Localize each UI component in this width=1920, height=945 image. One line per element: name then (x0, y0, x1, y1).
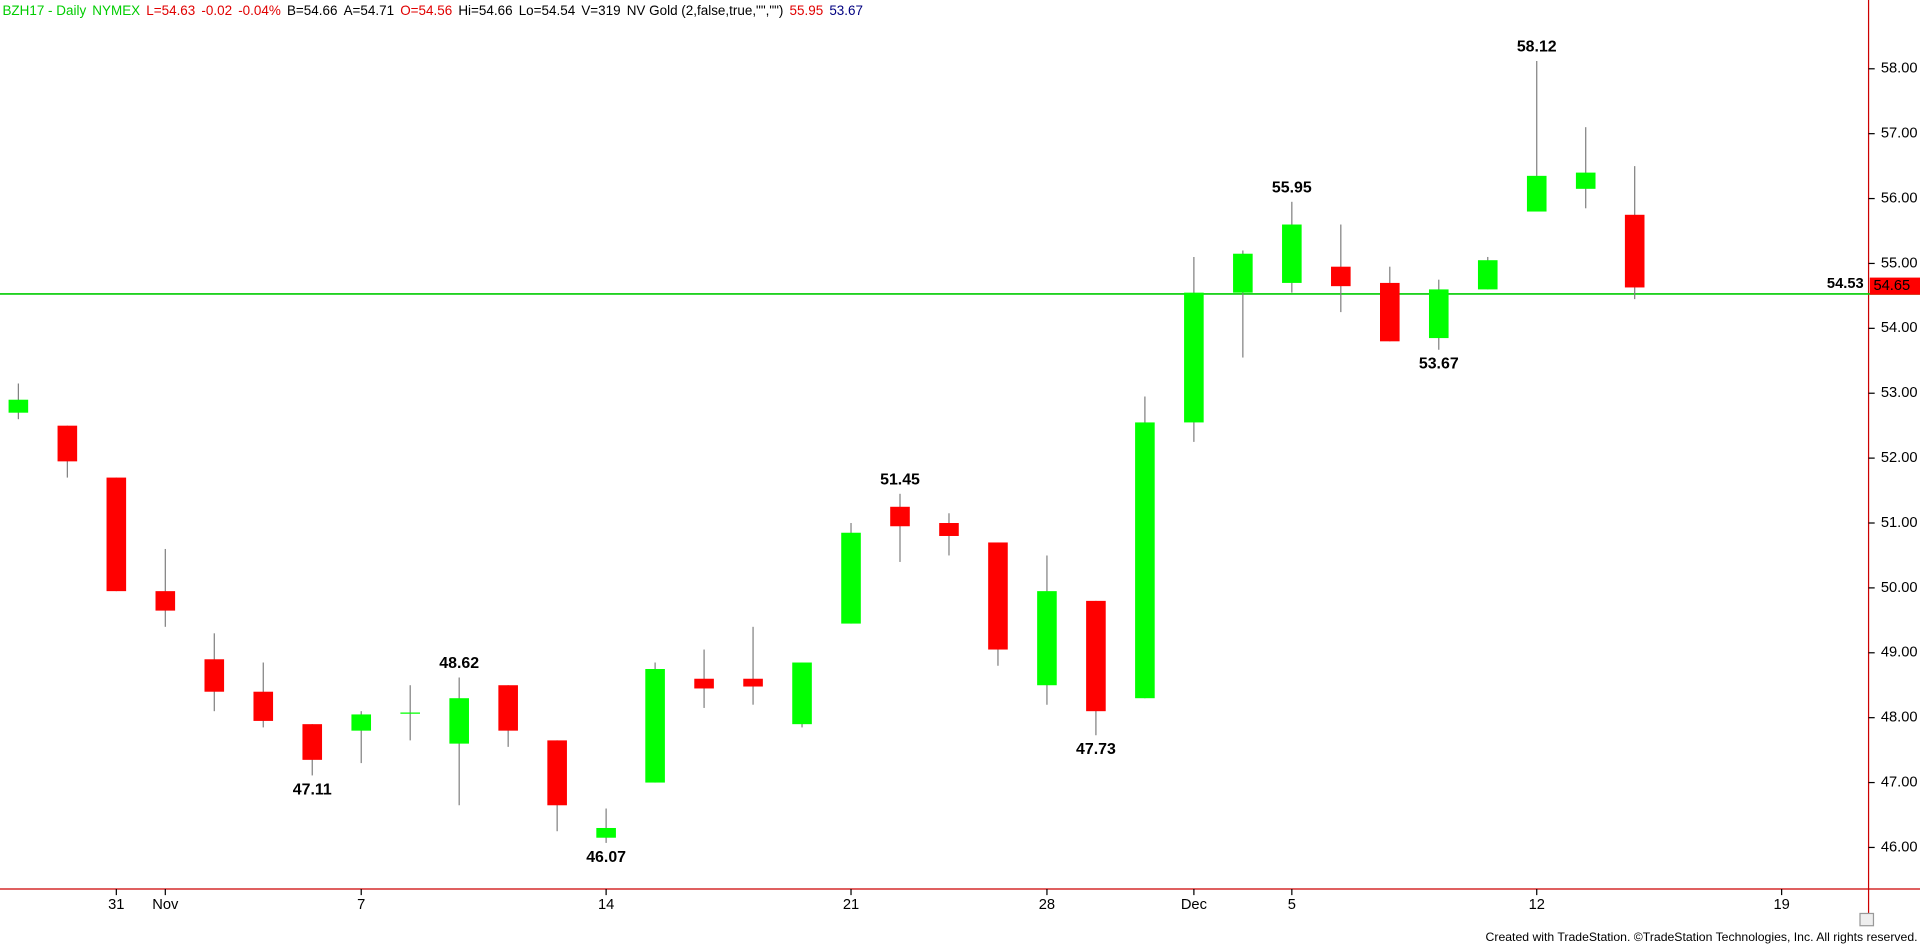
header-item: NV Gold (2,false,true,"","") (627, 3, 784, 18)
high-label: 58.12 (1517, 39, 1557, 56)
header-item: B=54.66 (287, 3, 337, 18)
x-tick-label: 14 (598, 897, 614, 913)
y-tick-label: 50.00 (1881, 580, 1918, 596)
candle-body (596, 827, 616, 838)
reference-label: 54.53 (1827, 276, 1864, 292)
low-label: 47.11 (293, 781, 332, 798)
candle-body (204, 659, 225, 692)
y-tick-label: 47.00 (1881, 774, 1918, 790)
y-tick-label: 53.00 (1881, 385, 1918, 401)
y-tick-label: 56.00 (1881, 190, 1918, 206)
x-tick-label: 7 (357, 897, 365, 913)
candle-body (57, 425, 78, 462)
candle-body (1380, 282, 1400, 342)
y-tick-label: 55.00 (1881, 255, 1918, 271)
x-tick-label: 19 (1773, 897, 1789, 913)
candle-body (8, 399, 29, 413)
candle-body (645, 669, 665, 783)
header-item: A=54.71 (344, 3, 395, 18)
candle-body (1135, 422, 1155, 699)
y-tick-label: 54.00 (1881, 320, 1918, 336)
header-item: 53.67 (829, 3, 863, 18)
header-item: -0.02 (201, 3, 232, 18)
header-item: -0.04% (238, 3, 281, 18)
header-item: L=54.63 (146, 3, 195, 18)
y-tick-label: 57.00 (1881, 126, 1918, 142)
header-item: NYMEX (92, 3, 140, 18)
candle-body (1086, 600, 1106, 712)
candle-body (1575, 172, 1596, 189)
candle-body (939, 523, 959, 536)
header-item: BZH17 - Daily (2, 3, 86, 18)
low-label: 46.07 (586, 849, 626, 866)
x-tick-label: 31 (108, 897, 124, 913)
candle-body (988, 542, 1008, 650)
header-item: Hi=54.66 (458, 3, 512, 18)
candle-body (155, 591, 176, 611)
low-label: 53.67 (1419, 356, 1459, 373)
header-item: O=54.56 (400, 3, 452, 18)
candle-body (694, 678, 714, 689)
candle-body (1477, 260, 1498, 290)
candle-body (841, 532, 861, 624)
candle-body (351, 714, 372, 731)
candle-body (449, 698, 469, 744)
header-item: Lo=54.54 (519, 3, 576, 18)
candle-body (743, 678, 763, 687)
header-item: V=319 (581, 3, 620, 18)
header: BZH17 - Daily NYMEX L=54.63 -0.02 -0.04% B=54… (2, 3, 863, 18)
y-tick-label: 46.00 (1881, 839, 1918, 855)
candle-body (1526, 175, 1547, 212)
candle-body (1282, 224, 1302, 283)
candle-body (1037, 591, 1057, 686)
high-label: 48.62 (439, 655, 479, 672)
candle-body (890, 506, 910, 527)
candle-body (1331, 266, 1351, 287)
candle-body (106, 477, 127, 592)
candle-body (547, 740, 567, 806)
y-tick-label: 49.00 (1881, 645, 1918, 661)
scroll-button (1859, 912, 1875, 927)
candle-body (1624, 214, 1645, 288)
last-price-label: 54.65 (1873, 278, 1910, 294)
high-label: 51.45 (880, 472, 920, 489)
candle-body (1184, 292, 1204, 423)
footer: Created with TradeStation. ©TradeStation… (1486, 930, 1918, 944)
candle-body (302, 724, 323, 760)
candle-body (1428, 289, 1449, 339)
header-item: 55.95 (790, 3, 824, 18)
candle-body (253, 691, 274, 721)
candle-body (1233, 253, 1253, 293)
x-tick-label: 28 (1039, 897, 1055, 913)
x-tick-label: Dec (1181, 897, 1207, 913)
x-tick-label: 5 (1288, 897, 1296, 913)
x-tick-label: 12 (1529, 897, 1545, 913)
low-label: 47.73 (1076, 741, 1116, 758)
y-tick-label: 51.00 (1881, 515, 1918, 531)
last-price-box (1869, 277, 1920, 295)
candle-body (792, 662, 812, 725)
y-tick-label: 52.00 (1881, 450, 1918, 466)
y-tick-label: 48.00 (1881, 710, 1918, 726)
x-tick-label: Nov (152, 897, 179, 913)
y-tick-label: 58.00 (1881, 61, 1918, 77)
high-label: 55.95 (1272, 180, 1312, 197)
x-tick-label: 21 (843, 897, 859, 913)
candle-body (498, 685, 518, 731)
